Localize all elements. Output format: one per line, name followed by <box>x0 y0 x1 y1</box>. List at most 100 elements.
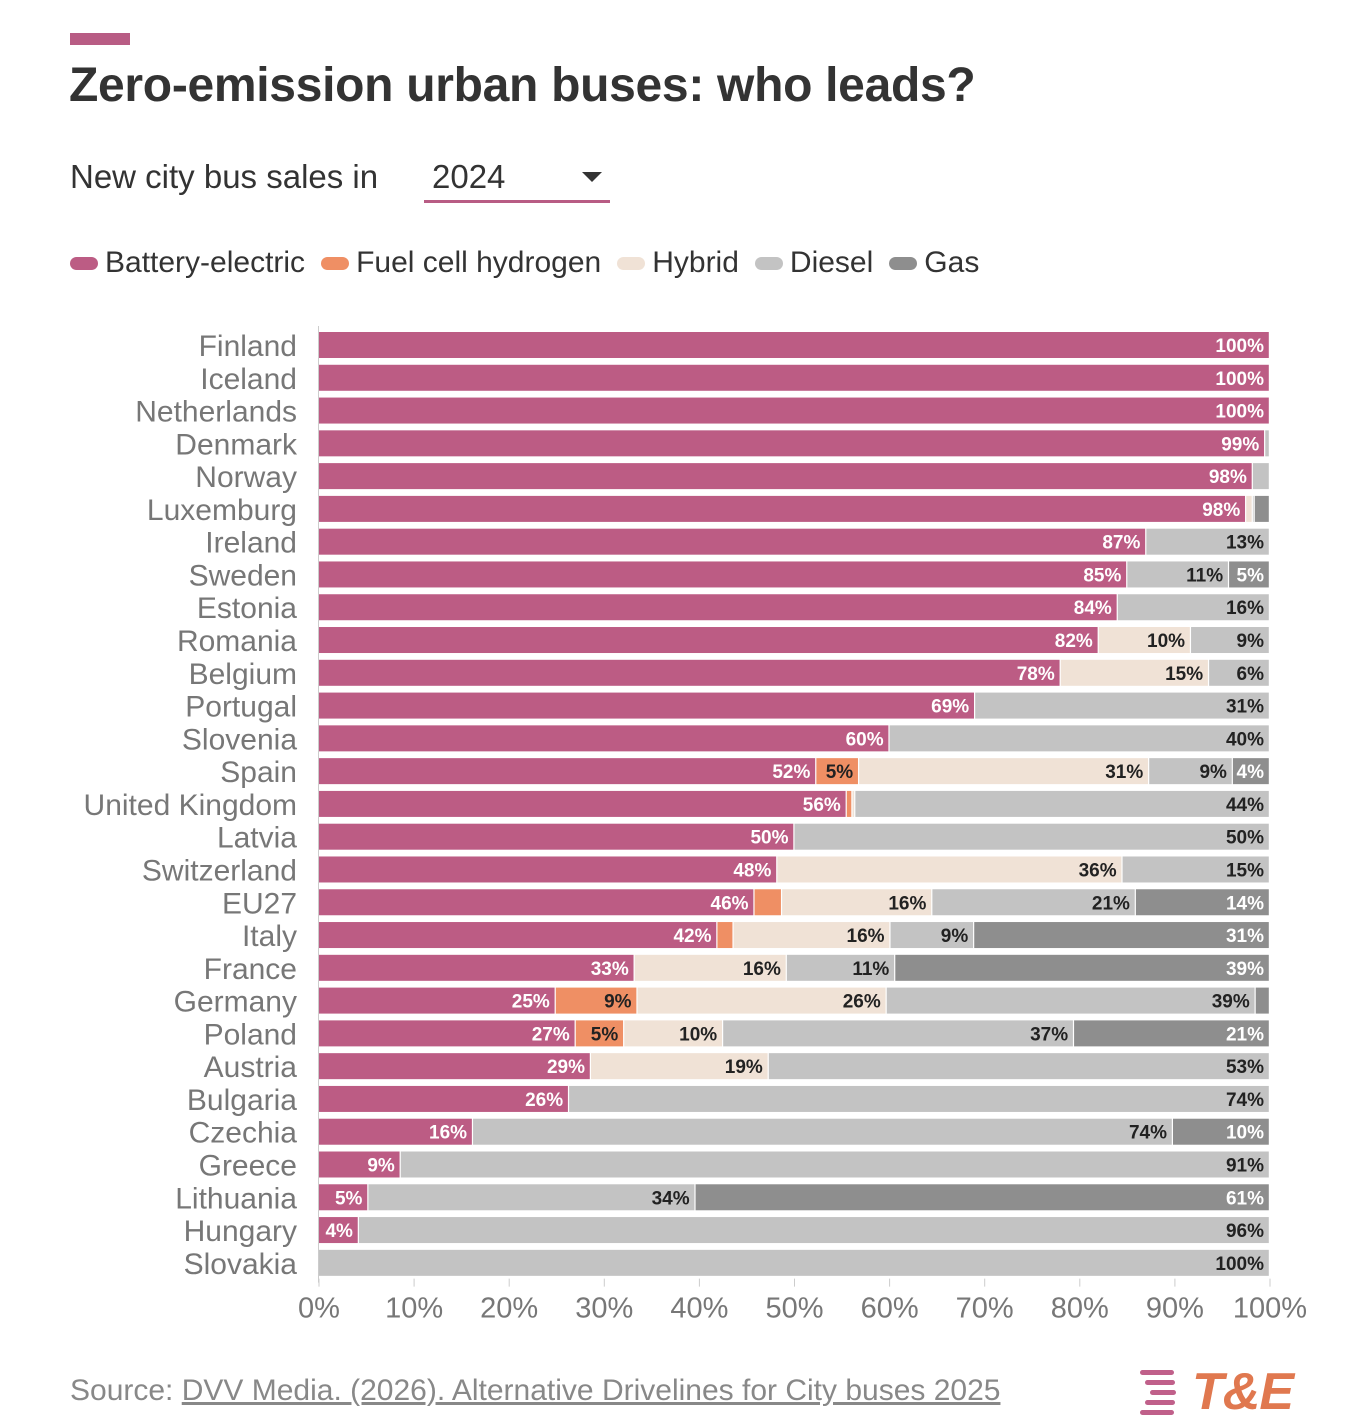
legend-swatch <box>754 256 783 270</box>
legend-item-diesel: Diesel <box>754 246 873 280</box>
bar-segment <box>569 1085 1269 1112</box>
category-label: Iceland <box>200 363 297 396</box>
data-label: 100% <box>1215 1254 1264 1275</box>
bar-segment <box>319 790 846 817</box>
bar-segment <box>319 495 1246 522</box>
bar-segment <box>1265 430 1269 457</box>
legend-swatch <box>889 256 918 270</box>
legend-swatch <box>321 256 350 270</box>
data-label: 5% <box>1237 565 1265 586</box>
data-label: 11% <box>852 959 889 980</box>
data-label: 39% <box>1226 959 1264 980</box>
bar-segment <box>473 1118 1172 1145</box>
bar-segment <box>319 1085 568 1112</box>
data-label: 21% <box>1092 893 1130 914</box>
category-label: Denmark <box>175 428 298 461</box>
data-label: 5% <box>591 1024 619 1045</box>
bar-segment <box>794 823 1269 850</box>
bar-segment <box>319 1053 590 1080</box>
bar-segment <box>400 1151 1269 1178</box>
category-label: Poland <box>204 1018 297 1051</box>
data-label: 10% <box>1147 631 1185 652</box>
data-label: 100% <box>1215 369 1264 390</box>
data-label: 91% <box>1226 1156 1264 1177</box>
data-label: 9% <box>1237 631 1265 652</box>
category-label: Slovenia <box>182 723 297 756</box>
category-label: France <box>204 953 297 986</box>
bar-segment <box>319 758 816 785</box>
category-label: Greece <box>199 1150 297 1183</box>
data-label: 98% <box>1209 467 1247 488</box>
x-tick-label: 50% <box>765 1293 823 1325</box>
bar-segment <box>932 889 1135 916</box>
bar-segment <box>1074 1020 1269 1047</box>
data-label: 31% <box>1226 926 1264 947</box>
chart-title: Zero-emission urban buses: who leads? <box>69 59 976 112</box>
bar-segment <box>575 1020 624 1047</box>
x-tick-label: 70% <box>956 1293 1014 1325</box>
bar-segment <box>890 922 974 949</box>
legend-item-fuel-cell-hydrogen: Fuel cell hydrogen <box>321 246 601 280</box>
bar-segment <box>319 627 1098 654</box>
bar-segment <box>855 790 1269 817</box>
category-label: EU27 <box>222 887 297 920</box>
te-logo: T&E <box>1140 1363 1315 1421</box>
legend-swatch <box>70 256 98 270</box>
bar-segment <box>1135 889 1269 916</box>
bar-segment <box>319 922 717 949</box>
data-label: 14% <box>1226 893 1264 914</box>
logo-lines-icon <box>1140 1370 1188 1415</box>
bar-segment <box>634 954 786 981</box>
bar-segment <box>782 889 932 916</box>
year-dropdown[interactable]: 2024 <box>424 152 610 203</box>
bar-segment <box>1191 627 1269 654</box>
data-label: 78% <box>1017 664 1055 685</box>
category-label: Luxemburg <box>147 494 297 527</box>
bar-segment <box>1246 495 1252 522</box>
category-label: Lithuania <box>175 1182 297 1215</box>
data-label: 61% <box>1226 1188 1264 1209</box>
bar-segment <box>1127 561 1228 588</box>
source-link[interactable]: DVV Media. (2026). Alternative Driveline… <box>181 1374 1001 1407</box>
data-label: 87% <box>1102 533 1140 554</box>
x-tick-label: 90% <box>1146 1293 1204 1325</box>
data-label: 4% <box>1237 762 1265 783</box>
subtitle-prefix: New city bus sales in <box>70 158 379 195</box>
bar-segment <box>319 1151 400 1178</box>
bar-segment <box>886 987 1255 1014</box>
data-label: 16% <box>888 893 926 914</box>
data-label: 10% <box>679 1024 717 1045</box>
bar-segment <box>1149 758 1232 785</box>
bar-segment <box>319 594 1117 621</box>
data-label: 44% <box>1226 795 1264 816</box>
data-label: 50% <box>1226 828 1264 849</box>
legend: Battery-electric Fuel cell hydrogen Hybr… <box>70 246 995 280</box>
data-label: 21% <box>1226 1024 1264 1045</box>
legend-item-gas: Gas <box>889 246 979 280</box>
data-label: 56% <box>803 795 841 816</box>
data-label: 15% <box>1165 664 1203 685</box>
bar-segment <box>974 922 1269 949</box>
legend-label: Gas <box>924 246 980 279</box>
data-label: 9% <box>941 926 969 947</box>
bar-segment <box>358 1217 1269 1244</box>
bar-segment <box>319 659 1060 686</box>
category-label: Portugal <box>185 691 297 724</box>
bar-segment <box>1232 758 1269 785</box>
legend-label: Battery-electric <box>105 246 306 279</box>
bar-segment <box>319 1118 472 1145</box>
x-tick-label: 20% <box>480 1293 538 1325</box>
category-label: Norway <box>195 461 297 494</box>
year-dropdown-value: 2024 <box>432 158 506 195</box>
category-label: Austria <box>204 1051 298 1084</box>
x-tick-label: 30% <box>575 1293 633 1325</box>
data-label: 100% <box>1215 402 1264 423</box>
data-label: 5% <box>335 1188 363 1209</box>
data-label: 36% <box>1079 860 1117 881</box>
category-label: Finland <box>199 330 297 363</box>
chevron-down-icon[interactable] <box>582 172 602 182</box>
source-note: Source: DVV Media. (2026). Alternative D… <box>70 1374 1000 1408</box>
legend-item-battery-electric: Battery-electric <box>70 246 305 280</box>
bar-segment <box>975 692 1269 719</box>
bar-segment <box>319 561 1127 588</box>
